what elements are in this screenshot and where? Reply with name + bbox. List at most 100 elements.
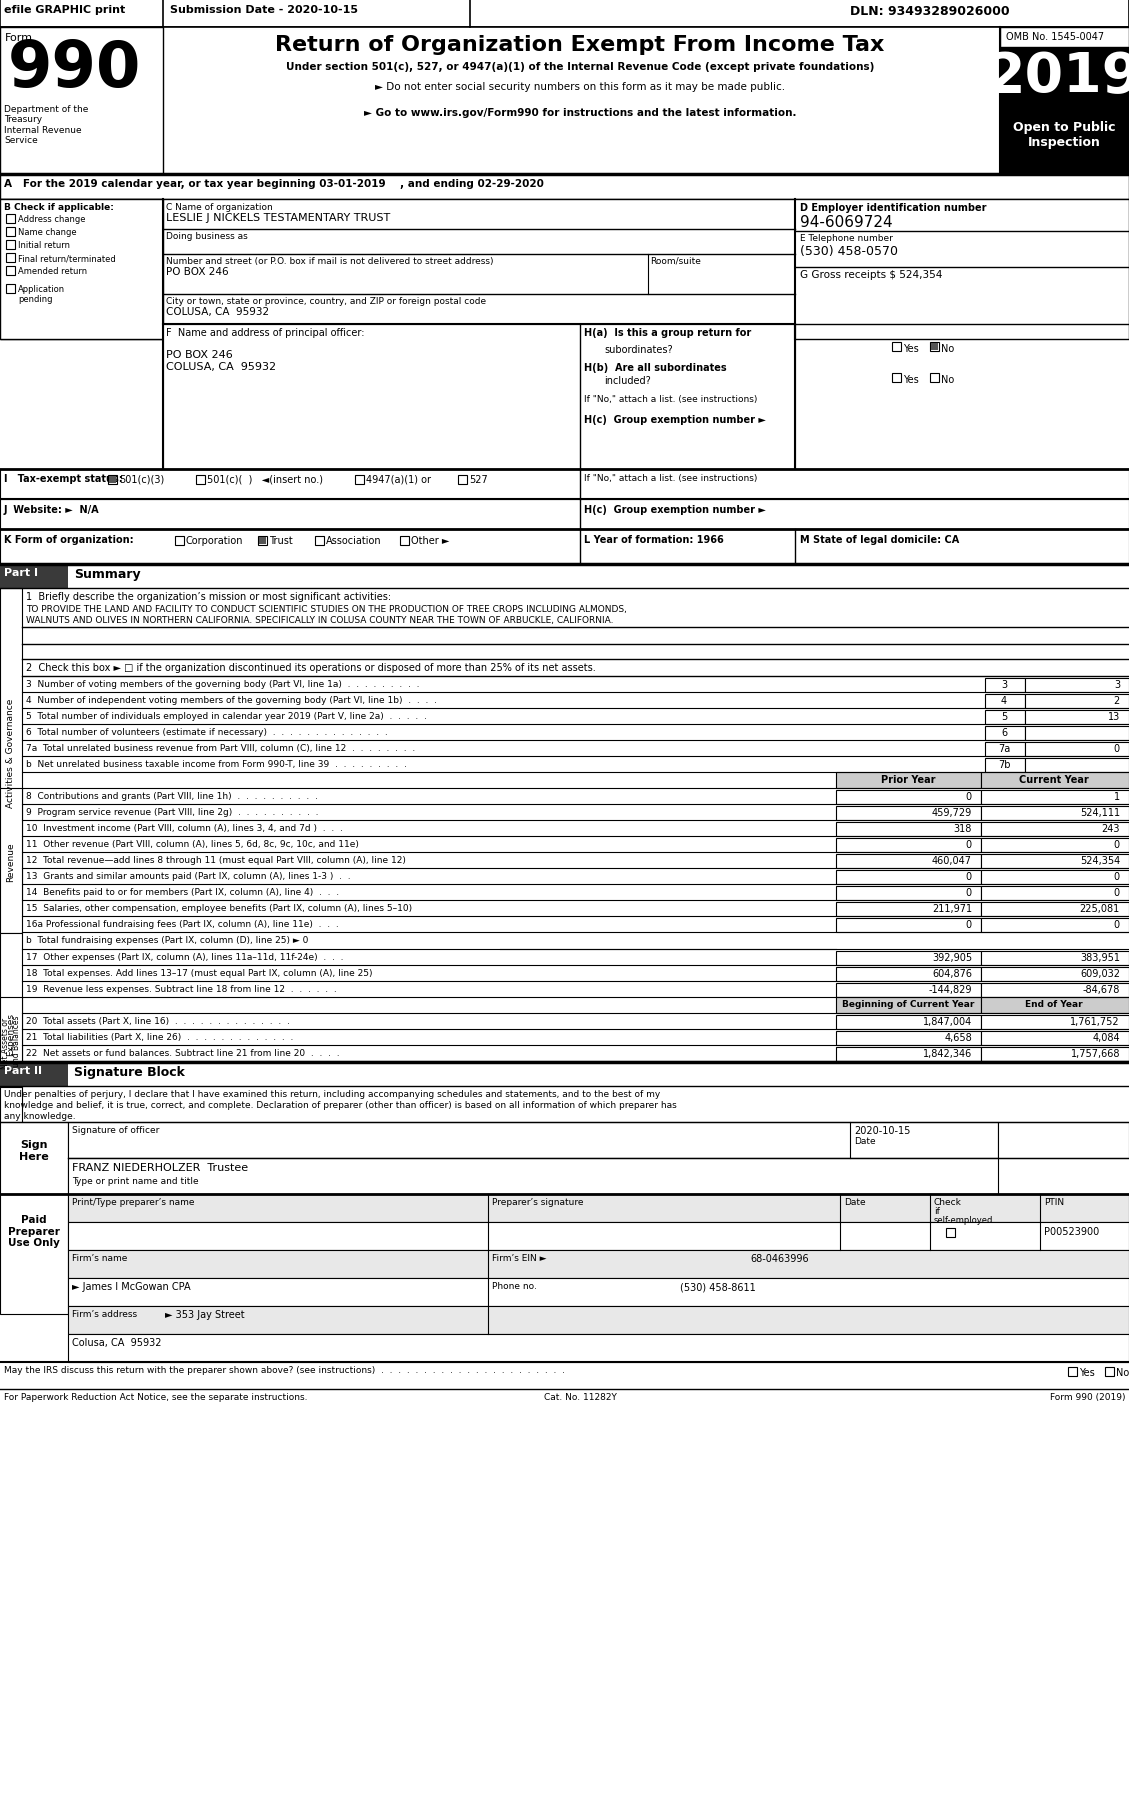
Text: Other ►: Other ► (411, 535, 449, 546)
Bar (1025, 743, 1129, 757)
Text: Amended return: Amended return (18, 267, 87, 276)
Text: 2  Check this box ► □ if the organization discontinued its operations or dispose: 2 Check this box ► □ if the organization… (26, 663, 596, 672)
Text: 524,111: 524,111 (1079, 808, 1120, 817)
Text: -84,678: -84,678 (1083, 985, 1120, 994)
Text: If "No," attach a list. (see instructions): If "No," attach a list. (see instruction… (584, 473, 758, 482)
Text: 3: 3 (1001, 679, 1007, 690)
Bar (68, 1158, 998, 1194)
Text: Yes: Yes (903, 343, 919, 354)
Bar (315, 537, 324, 546)
Text: 68-0463996: 68-0463996 (750, 1254, 808, 1263)
Bar (6, 228, 15, 237)
Text: L Year of formation: 1966: L Year of formation: 1966 (584, 535, 724, 544)
Text: 7a  Total unrelated business revenue from Part VIII, column (C), line 12  .  .  : 7a Total unrelated business revenue from… (26, 744, 415, 752)
Text: Under section 501(c), 527, or 4947(a)(1) of the Internal Revenue Code (except pr: Under section 501(c), 527, or 4947(a)(1)… (286, 61, 874, 72)
Text: Date: Date (854, 1137, 876, 1146)
Bar (946, 1229, 955, 1238)
Text: 4  Number of independent voting members of the governing body (Part VI, line 1b): 4 Number of independent voting members o… (26, 696, 437, 705)
Bar (0, 175, 1129, 201)
Bar (0, 934, 21, 1135)
Bar (981, 902, 1129, 916)
Text: 0: 0 (1114, 920, 1120, 929)
Bar (981, 918, 1129, 932)
Text: 12  Total revenue—add lines 8 through 11 (must equal Part VIII, column (A), line: 12 Total revenue—add lines 8 through 11 … (26, 855, 405, 864)
Text: ► Go to www.irs.gov/Form990 for instructions and the latest information.: ► Go to www.irs.gov/Form990 for instruct… (364, 108, 796, 117)
Bar (981, 997, 1129, 1014)
Text: 0: 0 (1114, 887, 1120, 898)
Text: 0: 0 (1114, 840, 1120, 849)
Text: 8  Contributions and grants (Part VIII, line 1h)  .  .  .  .  .  .  .  .  .  .: 8 Contributions and grants (Part VIII, l… (26, 791, 318, 801)
Text: Signature Block: Signature Block (75, 1066, 185, 1079)
Bar (984, 710, 1025, 725)
Text: 22  Net assets or fund balances. Subtract line 21 from line 20  .  .  .  .: 22 Net assets or fund balances. Subtract… (26, 1048, 340, 1057)
Bar (981, 791, 1129, 804)
Text: City or town, state or province, country, and ZIP or foreign postal code: City or town, state or province, country… (166, 296, 487, 305)
Text: 211,971: 211,971 (931, 904, 972, 914)
Text: 990: 990 (8, 38, 141, 99)
Text: 243: 243 (1102, 824, 1120, 833)
Text: Name change: Name change (18, 228, 77, 237)
Text: FRANZ NIEDERHOLZER  Trustee: FRANZ NIEDERHOLZER Trustee (72, 1162, 248, 1173)
Text: Return of Organization Exempt From Income Tax: Return of Organization Exempt From Incom… (275, 34, 885, 54)
Text: COLUSA, CA  95932: COLUSA, CA 95932 (166, 307, 269, 316)
Text: Room/suite: Room/suite (650, 257, 701, 266)
Text: 7b: 7b (998, 759, 1010, 770)
Text: 609,032: 609,032 (1080, 969, 1120, 978)
Text: C Name of organization: C Name of organization (166, 202, 273, 211)
Text: 4947(a)(1) or: 4947(a)(1) or (366, 475, 431, 484)
Bar (931, 343, 938, 351)
Text: 17  Other expenses (Part IX, column (A), lines 11a–11d, 11f-24e)  .  .  .: 17 Other expenses (Part IX, column (A), … (26, 952, 343, 961)
Text: if: if (934, 1207, 939, 1216)
Bar (835, 806, 981, 820)
Bar (981, 871, 1129, 884)
Bar (981, 1032, 1129, 1046)
Bar (6, 215, 15, 224)
Text: 18  Total expenses. Add lines 13–17 (must equal Part IX, column (A), line 25): 18 Total expenses. Add lines 13–17 (must… (26, 969, 373, 978)
Text: Number and street (or P.O. box if mail is not delivered to street address): Number and street (or P.O. box if mail i… (166, 257, 493, 266)
Bar (0, 1063, 68, 1086)
Text: PO BOX 246: PO BOX 246 (166, 351, 233, 360)
Bar (835, 871, 981, 884)
Text: 2019: 2019 (987, 51, 1129, 105)
Bar (68, 1194, 1129, 1222)
Bar (930, 374, 939, 383)
Text: D Employer identification number: D Employer identification number (800, 202, 987, 213)
Text: 501(c)(3): 501(c)(3) (119, 475, 164, 484)
Bar (0, 27, 163, 175)
Text: included?: included? (604, 376, 650, 385)
Text: 0: 0 (1114, 871, 1120, 882)
Bar (0, 1194, 68, 1314)
Bar (110, 477, 116, 484)
Text: F  Name and address of principal officer:: F Name and address of principal officer: (166, 327, 365, 338)
Bar (0, 201, 163, 340)
Text: I   Tax-exempt status:: I Tax-exempt status: (5, 473, 123, 484)
Text: Firm’s name: Firm’s name (72, 1254, 128, 1263)
Bar (981, 822, 1129, 837)
Text: 3  Number of voting members of the governing body (Part VI, line 1a)  .  .  .  .: 3 Number of voting members of the govern… (26, 679, 420, 688)
Bar (0, 589, 21, 916)
Bar (835, 952, 981, 965)
Bar (0, 564, 68, 589)
Text: 6  Total number of volunteers (estimate if necessary)  .  .  .  .  .  .  .  .  .: 6 Total number of volunteers (estimate i… (26, 728, 387, 737)
Text: 10  Investment income (Part VIII, column (A), lines 3, 4, and 7d )  .  .  .: 10 Investment income (Part VIII, column … (26, 824, 343, 833)
Bar (1105, 1368, 1114, 1377)
Text: End of Year: End of Year (1025, 999, 1083, 1008)
Text: subordinates?: subordinates? (604, 345, 673, 354)
Text: b  Total fundraising expenses (Part IX, column (D), line 25) ► 0: b Total fundraising expenses (Part IX, c… (26, 936, 308, 945)
Text: ► Do not enter social security numbers on this form as it may be made public.: ► Do not enter social security numbers o… (375, 81, 785, 92)
Text: 383,951: 383,951 (1080, 952, 1120, 963)
Text: PO BOX 246: PO BOX 246 (166, 267, 229, 276)
Bar (981, 952, 1129, 965)
Text: Preparer’s signature: Preparer’s signature (492, 1198, 584, 1207)
Bar (175, 537, 184, 546)
Text: Sign
Here: Sign Here (19, 1140, 49, 1160)
Bar (259, 538, 266, 544)
Text: Open to Public
Inspection: Open to Public Inspection (1013, 121, 1115, 148)
Bar (355, 475, 364, 484)
Text: Part II: Part II (5, 1066, 42, 1075)
Bar (1000, 117, 1129, 175)
Bar (981, 855, 1129, 869)
Text: 1: 1 (1114, 791, 1120, 802)
Text: H(c)  Group exemption number ►: H(c) Group exemption number ► (584, 416, 765, 425)
Bar (892, 374, 901, 383)
